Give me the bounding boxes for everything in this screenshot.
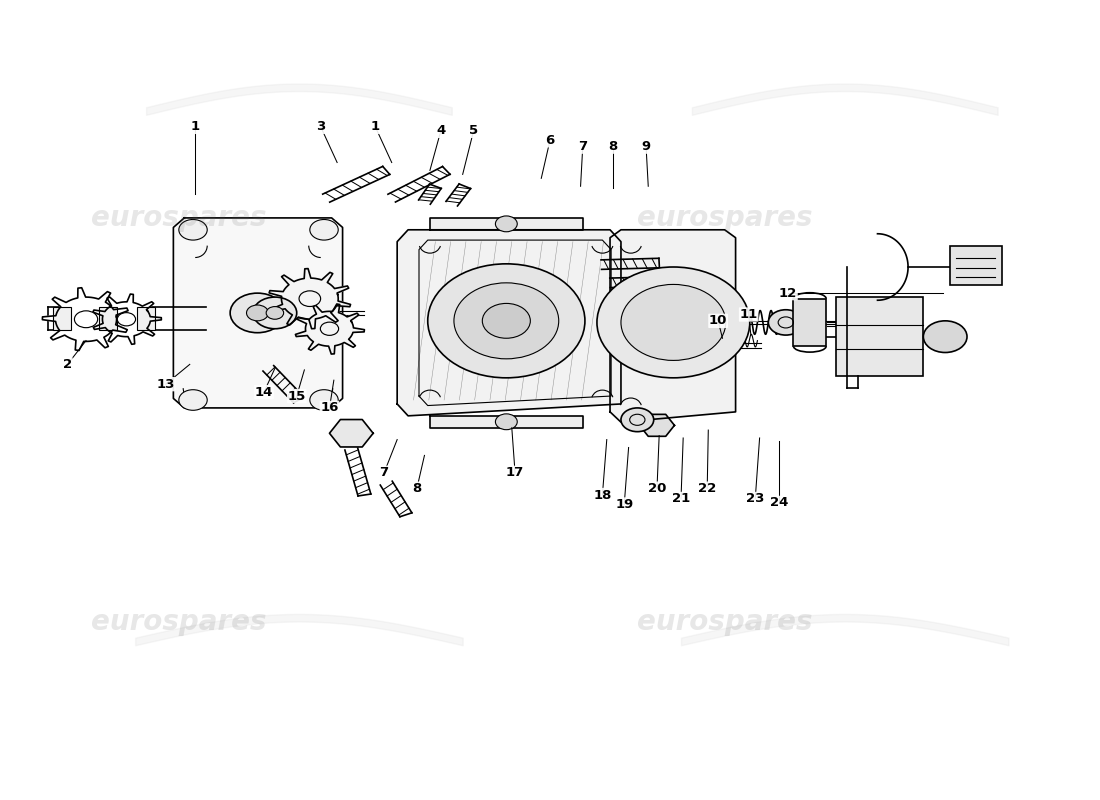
- Text: 15: 15: [287, 390, 306, 402]
- Circle shape: [454, 283, 559, 359]
- Polygon shape: [174, 218, 342, 408]
- Circle shape: [179, 219, 207, 240]
- Circle shape: [266, 306, 284, 319]
- Text: 11: 11: [739, 308, 758, 321]
- Circle shape: [320, 322, 339, 335]
- Polygon shape: [330, 419, 373, 447]
- Circle shape: [179, 390, 207, 410]
- Circle shape: [495, 414, 517, 430]
- Text: 10: 10: [708, 314, 727, 327]
- Polygon shape: [397, 230, 621, 416]
- Text: 21: 21: [672, 493, 690, 506]
- Circle shape: [923, 321, 967, 353]
- Text: 16: 16: [320, 402, 339, 414]
- Circle shape: [253, 297, 297, 329]
- Circle shape: [230, 293, 285, 333]
- Text: 1: 1: [190, 120, 200, 134]
- Polygon shape: [430, 218, 583, 230]
- Text: 17: 17: [506, 466, 525, 479]
- Text: 9: 9: [641, 140, 650, 153]
- Circle shape: [310, 390, 338, 410]
- Polygon shape: [430, 416, 583, 428]
- Text: 13: 13: [156, 378, 175, 390]
- Circle shape: [246, 305, 268, 321]
- Bar: [793, 298, 826, 346]
- Circle shape: [310, 219, 338, 240]
- Polygon shape: [296, 304, 364, 354]
- Polygon shape: [92, 294, 162, 344]
- Text: 24: 24: [770, 497, 789, 510]
- Text: 20: 20: [648, 482, 667, 495]
- Text: 19: 19: [615, 498, 634, 511]
- Circle shape: [621, 285, 726, 361]
- Circle shape: [482, 303, 530, 338]
- Bar: [53, 306, 70, 330]
- Text: eurospares: eurospares: [91, 608, 267, 636]
- Text: 18: 18: [593, 489, 612, 502]
- Circle shape: [299, 291, 320, 306]
- Circle shape: [428, 264, 585, 378]
- Circle shape: [621, 408, 653, 432]
- Bar: [138, 306, 155, 330]
- Circle shape: [495, 216, 517, 232]
- Bar: [836, 297, 923, 376]
- Text: 22: 22: [698, 482, 716, 495]
- Circle shape: [75, 311, 98, 328]
- Text: 2: 2: [63, 358, 72, 371]
- Text: 7: 7: [379, 466, 388, 479]
- Bar: [949, 246, 1002, 286]
- Text: eurospares: eurospares: [637, 204, 813, 232]
- Text: eurospares: eurospares: [91, 204, 267, 232]
- Text: 8: 8: [608, 140, 618, 153]
- Circle shape: [597, 267, 750, 378]
- Text: 8: 8: [412, 482, 421, 495]
- Text: 1: 1: [371, 120, 380, 134]
- Circle shape: [118, 313, 135, 326]
- Text: 6: 6: [546, 134, 554, 147]
- Polygon shape: [610, 230, 736, 422]
- Text: 23: 23: [746, 493, 764, 506]
- Text: eurospares: eurospares: [637, 608, 813, 636]
- Text: 5: 5: [469, 124, 478, 138]
- Polygon shape: [270, 269, 351, 329]
- Circle shape: [768, 310, 803, 335]
- Text: 3: 3: [316, 120, 326, 134]
- Text: 12: 12: [779, 286, 798, 300]
- Text: 7: 7: [579, 140, 587, 153]
- Polygon shape: [639, 414, 674, 436]
- Text: 4: 4: [437, 124, 446, 138]
- Bar: [99, 306, 117, 330]
- Polygon shape: [43, 288, 128, 350]
- Text: 14: 14: [255, 386, 273, 398]
